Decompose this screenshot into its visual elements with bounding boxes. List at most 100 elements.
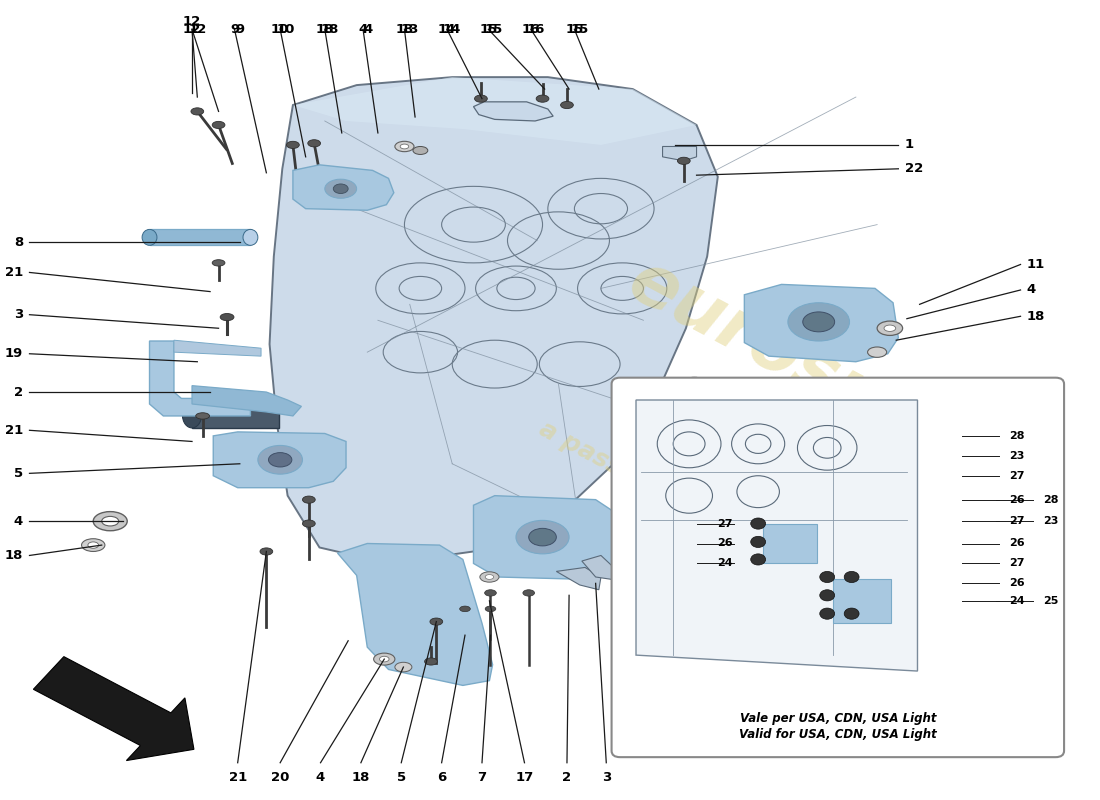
Ellipse shape <box>689 381 700 387</box>
Text: 14: 14 <box>443 22 461 36</box>
Ellipse shape <box>529 528 557 546</box>
Ellipse shape <box>191 108 204 115</box>
Text: 1: 1 <box>904 138 914 151</box>
Ellipse shape <box>884 325 895 331</box>
Polygon shape <box>293 165 394 210</box>
Text: 15: 15 <box>571 22 588 36</box>
Text: 15: 15 <box>480 22 497 36</box>
Text: 24: 24 <box>1009 596 1024 606</box>
Polygon shape <box>557 567 601 590</box>
Ellipse shape <box>945 466 958 474</box>
Polygon shape <box>833 579 891 623</box>
Ellipse shape <box>788 302 849 341</box>
Ellipse shape <box>430 618 442 626</box>
Ellipse shape <box>877 321 903 335</box>
Text: 27: 27 <box>717 518 733 529</box>
Ellipse shape <box>425 658 438 665</box>
Text: 5: 5 <box>397 770 406 784</box>
Text: 12: 12 <box>1027 454 1045 466</box>
Circle shape <box>844 571 859 582</box>
Polygon shape <box>213 432 346 488</box>
Ellipse shape <box>94 512 128 530</box>
Text: 21: 21 <box>4 266 23 279</box>
Ellipse shape <box>302 496 316 503</box>
Text: 28: 28 <box>1043 494 1058 505</box>
Text: 16: 16 <box>527 22 546 36</box>
Ellipse shape <box>561 102 573 109</box>
Text: 27: 27 <box>1009 470 1024 481</box>
Circle shape <box>750 518 766 529</box>
Polygon shape <box>636 400 917 671</box>
Ellipse shape <box>212 122 224 129</box>
Polygon shape <box>174 340 261 356</box>
Text: 13: 13 <box>395 22 414 36</box>
Text: Valid for USA, CDN, USA Light: Valid for USA, CDN, USA Light <box>739 728 937 742</box>
Text: 12: 12 <box>183 22 201 36</box>
Text: 11: 11 <box>1027 258 1045 271</box>
Polygon shape <box>473 102 553 121</box>
Text: Vale per USA, CDN, USA Light: Vale per USA, CDN, USA Light <box>739 712 936 726</box>
Text: 16: 16 <box>521 22 540 36</box>
Text: 14: 14 <box>438 22 456 36</box>
Ellipse shape <box>379 656 389 662</box>
Text: 26: 26 <box>1009 578 1024 588</box>
Text: 18: 18 <box>352 770 370 784</box>
Polygon shape <box>763 523 816 563</box>
Polygon shape <box>150 341 251 416</box>
Text: 9: 9 <box>671 398 680 410</box>
Ellipse shape <box>485 606 496 612</box>
Circle shape <box>820 608 835 619</box>
Circle shape <box>750 536 766 547</box>
Text: 4: 4 <box>14 514 23 528</box>
Polygon shape <box>745 285 899 362</box>
Bar <box>192 402 279 428</box>
Ellipse shape <box>485 590 496 596</box>
Text: 21: 21 <box>4 424 23 437</box>
Text: 5: 5 <box>14 467 23 480</box>
Ellipse shape <box>757 411 770 426</box>
Ellipse shape <box>268 453 292 467</box>
Ellipse shape <box>88 542 99 548</box>
Polygon shape <box>33 657 194 761</box>
Polygon shape <box>338 543 493 686</box>
Text: 23: 23 <box>1009 451 1024 461</box>
Text: 9: 9 <box>235 22 244 36</box>
Ellipse shape <box>142 230 157 246</box>
Ellipse shape <box>308 140 320 147</box>
Circle shape <box>820 571 835 582</box>
Text: eurospares: eurospares <box>617 246 1053 522</box>
Ellipse shape <box>220 314 234 321</box>
Text: 18: 18 <box>316 22 334 36</box>
Text: 13: 13 <box>400 22 419 36</box>
Ellipse shape <box>536 95 549 102</box>
Ellipse shape <box>395 142 414 152</box>
Text: 3: 3 <box>14 308 23 321</box>
Bar <box>150 230 251 246</box>
FancyBboxPatch shape <box>612 378 1064 757</box>
Ellipse shape <box>678 158 690 165</box>
Text: 23: 23 <box>1043 516 1058 526</box>
Ellipse shape <box>81 538 104 551</box>
Text: 26: 26 <box>717 538 733 549</box>
Ellipse shape <box>196 413 209 419</box>
Ellipse shape <box>324 179 356 198</box>
Text: 15: 15 <box>484 22 503 36</box>
Text: 25: 25 <box>1043 596 1058 606</box>
Text: 9: 9 <box>230 22 239 36</box>
Ellipse shape <box>286 142 299 149</box>
Ellipse shape <box>485 574 494 579</box>
Text: 21: 21 <box>229 770 246 784</box>
Text: 12: 12 <box>183 14 201 28</box>
Ellipse shape <box>243 230 257 246</box>
Ellipse shape <box>333 184 349 194</box>
Circle shape <box>820 590 835 601</box>
Ellipse shape <box>395 662 411 672</box>
Text: 17: 17 <box>516 770 534 784</box>
Ellipse shape <box>212 260 224 266</box>
Ellipse shape <box>460 606 471 612</box>
Ellipse shape <box>908 460 921 467</box>
Text: a passion for parts since 1985: a passion for parts since 1985 <box>535 417 922 638</box>
Text: 4: 4 <box>316 770 326 784</box>
Circle shape <box>750 554 766 565</box>
Ellipse shape <box>516 520 569 554</box>
